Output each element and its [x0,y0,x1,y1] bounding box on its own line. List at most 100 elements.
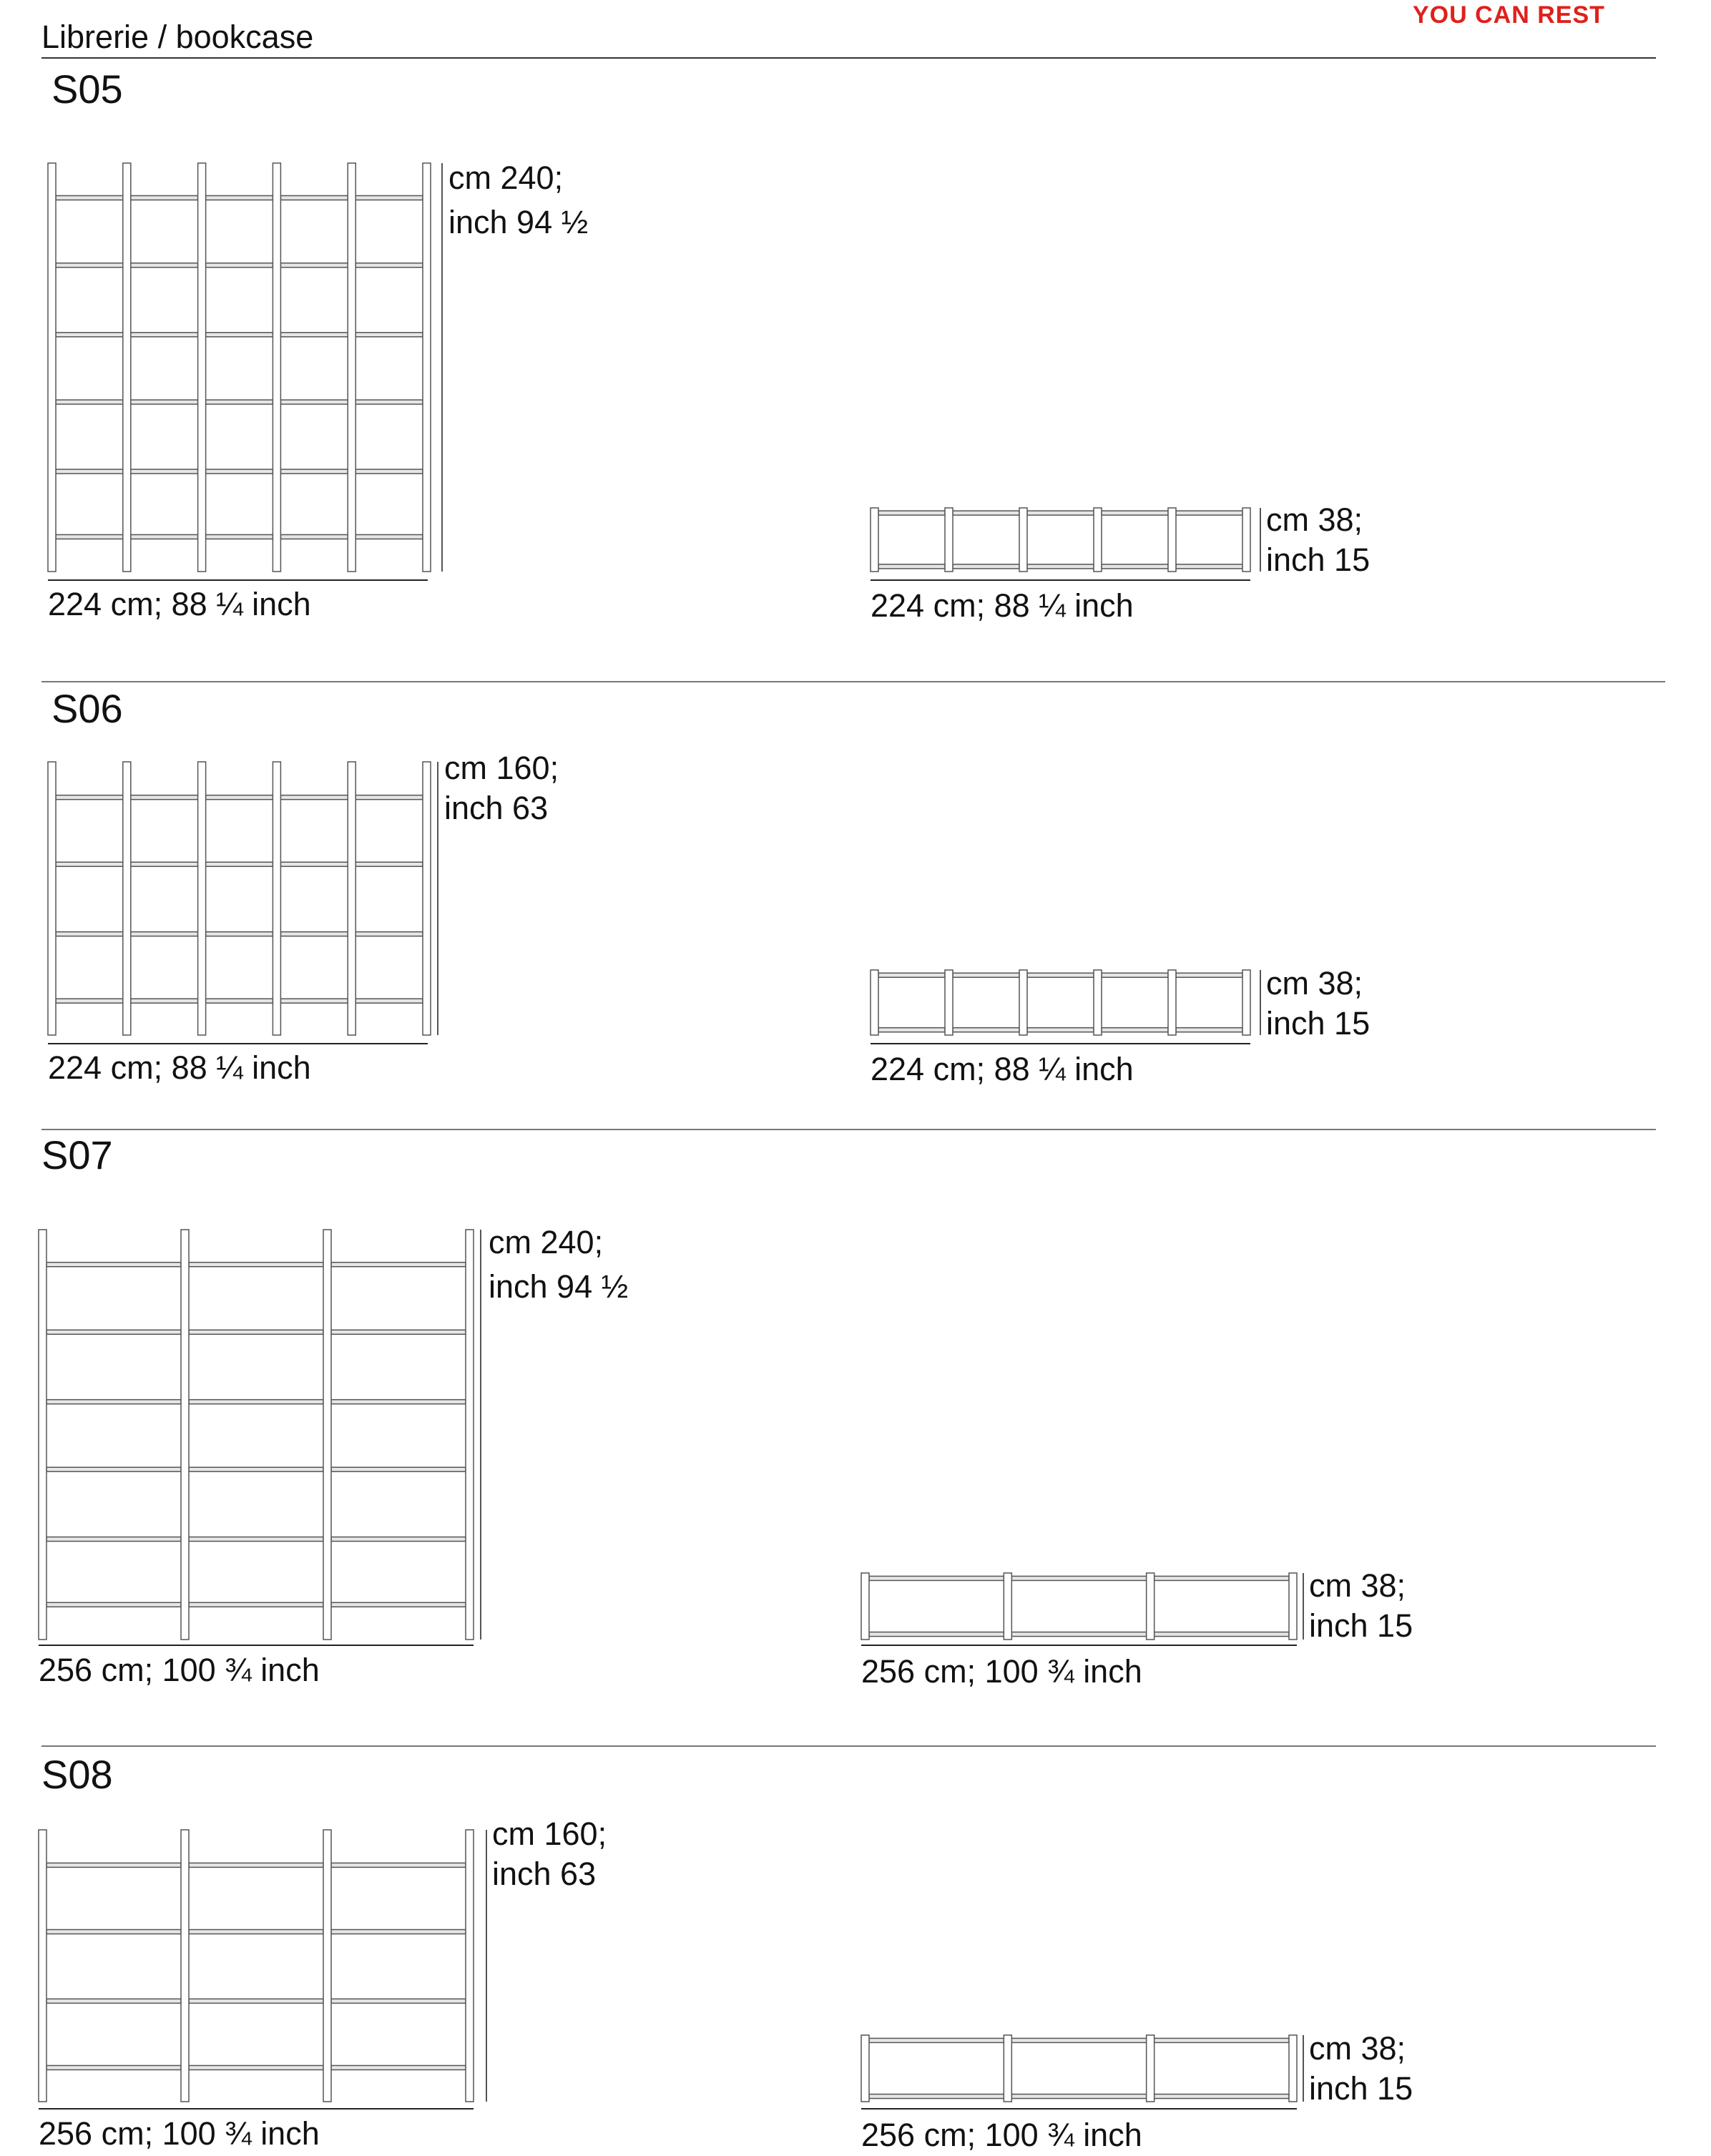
s08-depth-cm: cm 38; [1309,2030,1406,2067]
shelf [55,263,124,268]
shelf [1175,510,1243,516]
upright-post [197,162,207,572]
shelf [1153,1575,1290,1582]
upright-post [47,162,57,572]
shelf [330,1602,466,1608]
shelf [878,510,946,516]
s07-side-drawing [861,1572,1298,1640]
upright-post [1288,1572,1298,1640]
shelf [1026,1026,1094,1033]
shelf [188,1929,324,1935]
section-title-s08: S08 [41,1752,113,1797]
shelf [1011,2093,1147,2099]
upright-post [347,761,356,1036]
upright-post [1242,969,1251,1036]
section-divider [41,681,1665,682]
width-dimension-line [48,579,428,581]
upright-post [861,1572,870,1640]
shelf [952,510,1020,516]
section-divider [41,1745,1656,1747]
upright-post [944,507,953,572]
shelf [188,1466,324,1472]
shelf [330,2064,466,2071]
s08-height-cm: cm 160; [492,1816,607,1852]
s06-depth-inch: inch 15 [1266,1005,1371,1042]
shelf [205,399,274,405]
upright-post [1003,2034,1013,2102]
depth-dimension-line [1260,970,1261,1035]
shelf [330,1929,466,1935]
upright-post [272,162,282,572]
shelf [355,195,423,201]
shelf [868,2037,1005,2044]
shelf [280,195,348,201]
shelf [46,1261,182,1268]
upright-post [1003,1572,1013,1640]
width-dimension-line [39,1645,474,1646]
upright-post [422,761,431,1036]
shelf [188,1862,324,1868]
s07-height-cm: cm 240; [489,1224,604,1260]
upright-post [422,162,431,572]
shelf [878,564,946,569]
section-title-s07: S07 [41,1132,113,1177]
shelf [46,1602,182,1608]
shelf [55,794,124,800]
shelf [205,332,274,338]
upright-post [323,1229,332,1640]
shelf [355,332,423,338]
width-dimension-line [861,1645,1297,1646]
shelf [188,1398,324,1405]
upright-post [323,1829,332,2102]
shelf [205,931,274,937]
s07-front-drawing [38,1229,474,1640]
shelf [46,1398,182,1405]
shelf [1153,2093,1290,2099]
shelf [188,1536,324,1542]
shelf [355,998,423,1004]
shelf [130,794,199,800]
s08-depth-inch: inch 15 [1309,2070,1413,2107]
shelf [280,998,348,1004]
shelf [330,1398,466,1405]
shelf [205,263,274,268]
shelf [46,1998,182,2004]
shelf [868,1631,1005,1637]
upright-post [180,1829,190,2102]
shelf [280,931,348,937]
upright-post [1019,969,1028,1036]
s06-height-cm: cm 160; [444,750,559,786]
shelf [188,1261,324,1268]
shelf [46,1536,182,1542]
height-dimension-line [437,762,438,1035]
upright-post [870,507,879,572]
shelf [1153,1631,1290,1637]
shelf [1175,1026,1243,1033]
shelf [952,564,1020,569]
shelf [1175,564,1243,569]
shelf [46,1466,182,1472]
depth-dimension-line [1303,1573,1304,1640]
section-divider [41,1129,1656,1130]
upright-post [197,761,207,1036]
s07-front-width: 256 cm; 100 ¾ inch [39,1652,320,1688]
upright-post [347,162,356,572]
width-dimension-line [39,2108,474,2110]
s05-height-cm: cm 240; [448,160,564,196]
shelf [130,263,199,268]
shelf [188,1602,324,1608]
upright-post [1145,1572,1155,1640]
shelf [130,195,199,201]
shelf [1011,2037,1147,2044]
shelf [130,861,199,867]
shelf [205,998,274,1004]
shelf [1026,564,1094,569]
shelf [878,1026,946,1033]
shelf [205,861,274,867]
s05-front-drawing [47,162,431,572]
upright-post [1145,2034,1155,2102]
upright-post [122,162,132,572]
s05-side-drawing [870,507,1251,572]
shelf [868,1575,1005,1582]
shelf [1175,972,1243,979]
